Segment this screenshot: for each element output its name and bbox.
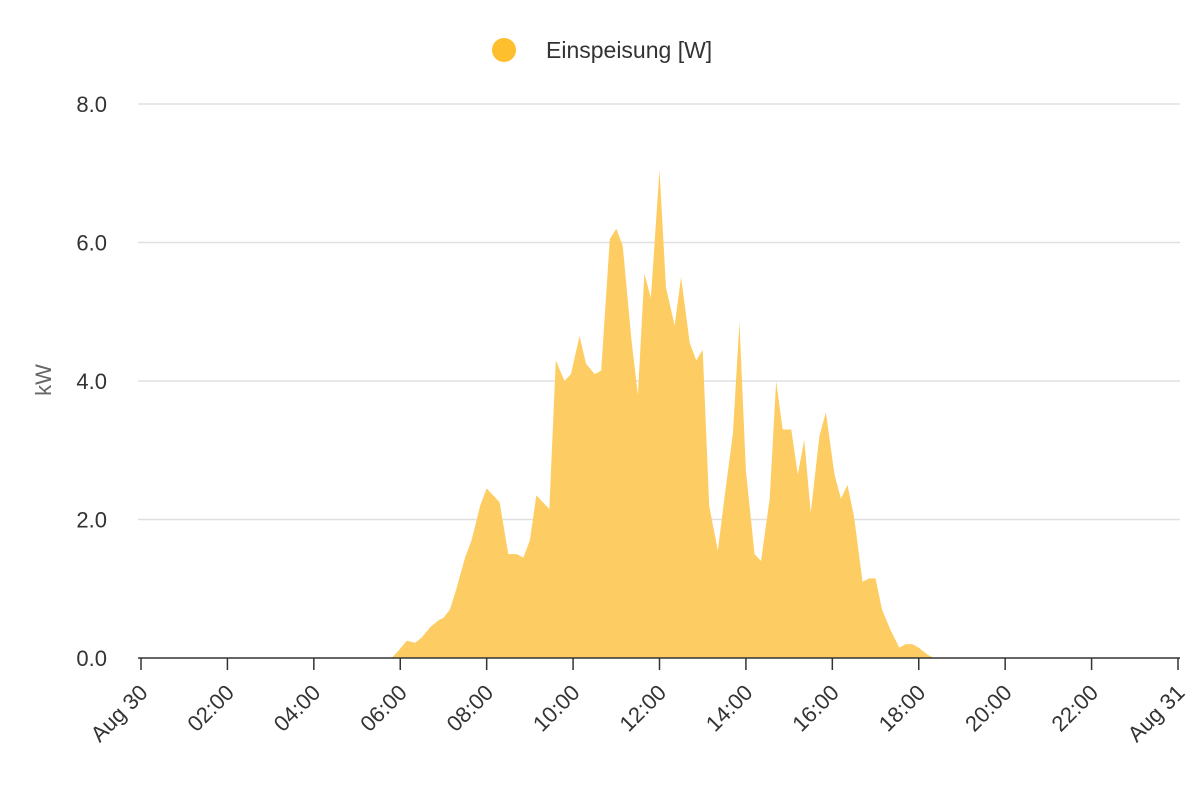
x-tick-label: 02:00 xyxy=(182,680,239,737)
y-axis-title: kW xyxy=(31,364,56,396)
y-tick-label: 4.0 xyxy=(76,369,107,394)
legend-label-einspeisung[interactable]: Einspeisung [W] xyxy=(546,37,712,63)
y-tick-label: 2.0 xyxy=(76,508,107,533)
x-tick-label: 22:00 xyxy=(1047,680,1104,737)
y-tick-label: 0.0 xyxy=(76,646,107,671)
x-tick-label: Aug 31 xyxy=(1123,680,1190,747)
y-axis: 0.0 2.0 4.0 6.0 8.0 xyxy=(76,92,107,671)
x-axis: Aug 30 02:00 04:00 06:00 08:00 10:00 12:00 14:0… xyxy=(86,657,1190,747)
x-tick-label: 18:00 xyxy=(874,680,931,737)
x-tick-label: 14:00 xyxy=(701,680,758,737)
x-tick-label: 20:00 xyxy=(960,680,1017,737)
y-tick-label: 8.0 xyxy=(76,92,107,117)
x-tick-label: 12:00 xyxy=(614,680,671,737)
plot-area xyxy=(141,169,1178,659)
legend-marker[interactable] xyxy=(492,38,516,62)
y-tick-label: 6.0 xyxy=(76,231,107,256)
x-tick-label: Aug 30 xyxy=(86,680,153,747)
x-tick-label: 16:00 xyxy=(787,680,844,737)
x-tick-label: 08:00 xyxy=(442,680,499,737)
x-tick-label: 04:00 xyxy=(269,680,326,737)
x-tick-label: 06:00 xyxy=(355,680,412,737)
series-area-einspeisung[interactable] xyxy=(141,169,1178,659)
x-tick-label: 10:00 xyxy=(528,680,585,737)
legend[interactable]: Einspeisung [W] xyxy=(492,37,712,63)
